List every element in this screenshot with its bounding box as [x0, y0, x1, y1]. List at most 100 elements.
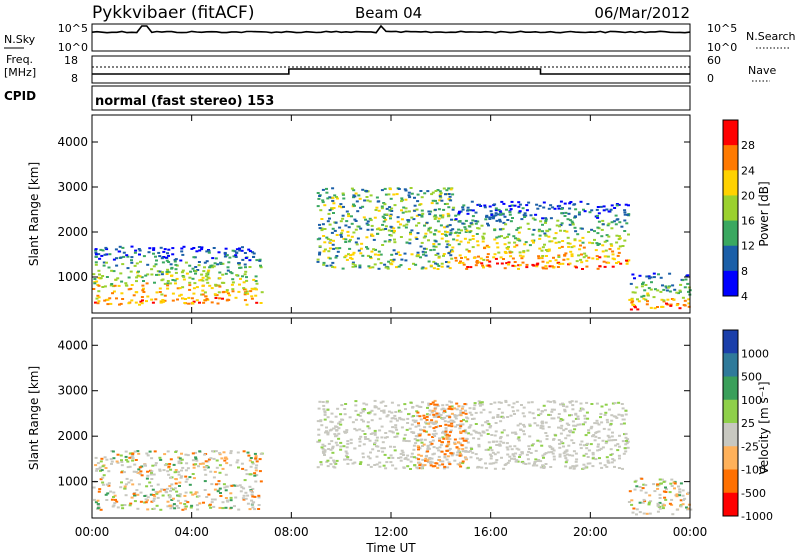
echo-cell — [482, 258, 486, 261]
echo-cell — [366, 455, 370, 458]
echo-cell — [621, 467, 624, 470]
echo-cell — [96, 302, 100, 305]
echo-cell — [625, 222, 629, 225]
echo-cell — [198, 249, 202, 252]
echo-cell — [604, 442, 608, 445]
echo-cell — [623, 230, 627, 232]
echo-cell — [427, 210, 431, 213]
date-label: 06/Mar/2012 — [594, 4, 690, 22]
echo-cell — [450, 187, 454, 190]
echo-cell — [254, 469, 258, 472]
echo-cell — [139, 491, 143, 494]
echo-cell — [426, 450, 430, 453]
echo-cell — [427, 229, 431, 232]
echo-cell — [463, 226, 467, 229]
echo-cell — [461, 423, 465, 426]
echo-cell — [567, 212, 571, 215]
echo-cell — [435, 202, 439, 205]
echo-cell — [429, 403, 433, 405]
echo-cell — [155, 492, 159, 495]
echo-cell — [352, 189, 356, 192]
echo-cell — [461, 448, 465, 451]
echo-cell — [418, 203, 422, 206]
echo-cell — [412, 218, 416, 221]
echo-cell — [468, 231, 472, 234]
echo-cell — [166, 270, 170, 273]
echo-cell — [416, 414, 420, 417]
echo-cell — [557, 426, 560, 429]
echo-cell — [641, 283, 644, 285]
echo-cell — [438, 446, 442, 449]
echo-cell — [319, 461, 323, 464]
echo-cell — [138, 253, 141, 256]
echo-cell — [393, 436, 397, 438]
echo-cell — [506, 219, 510, 221]
echo-cell — [465, 229, 469, 232]
echo-cell — [460, 444, 464, 447]
echo-cell — [443, 226, 447, 229]
echo-cell — [124, 458, 128, 461]
echo-cell — [353, 264, 357, 267]
echo-cell — [518, 251, 522, 254]
echo-cell — [389, 234, 393, 237]
echo-cell — [431, 401, 435, 404]
echo-cell — [350, 187, 354, 190]
echo-cell — [396, 220, 400, 223]
echo-cell — [331, 199, 335, 202]
freq-trace — [92, 68, 690, 75]
echo-cell — [197, 264, 201, 267]
echo-cell — [406, 417, 410, 420]
echo-cell — [521, 261, 525, 264]
echo-cell — [347, 215, 351, 218]
echo-cell — [248, 259, 252, 262]
echo-cell — [403, 433, 407, 436]
echo-cell — [435, 263, 439, 266]
echo-cell — [318, 251, 322, 254]
echo-cell — [382, 217, 386, 219]
echo-cell — [370, 409, 374, 412]
echo-cell — [441, 216, 445, 219]
echo-cell — [150, 268, 154, 271]
echo-cell — [107, 266, 111, 269]
echo-cell — [339, 203, 343, 206]
echo-cell — [687, 302, 691, 305]
echo-cell — [103, 299, 107, 302]
echo-cell — [328, 257, 332, 260]
echo-cell — [343, 413, 347, 416]
echo-cell — [687, 491, 691, 494]
echo-cell — [538, 247, 542, 250]
echo-cell — [420, 209, 424, 212]
echo-cell — [449, 229, 453, 232]
echo-cell — [462, 263, 466, 266]
echo-cell — [501, 212, 505, 215]
echo-cell — [423, 426, 427, 429]
echo-cell — [172, 463, 176, 466]
echo-cell — [423, 235, 427, 238]
echo-cell — [101, 481, 105, 484]
echo-cell — [458, 452, 462, 455]
sky-right-label: N.Search — [746, 30, 796, 43]
echo-cell — [552, 237, 556, 240]
echo-cell — [361, 205, 365, 208]
echo-cell — [389, 454, 393, 457]
echo-cell — [94, 253, 98, 256]
echo-cell — [369, 257, 373, 260]
echo-cell — [338, 226, 342, 229]
echo-cell — [250, 287, 254, 290]
echo-cell — [168, 463, 172, 465]
echo-cell — [495, 459, 499, 461]
echo-cell — [328, 223, 332, 226]
echo-cell — [208, 266, 212, 269]
echo-cell — [208, 503, 212, 506]
echo-cell — [191, 452, 195, 455]
echo-cell — [342, 237, 346, 240]
echo-cell — [559, 224, 563, 227]
echo-cell — [188, 476, 192, 479]
echo-cell — [499, 401, 503, 404]
echo-cell — [441, 460, 445, 463]
echo-cell — [550, 448, 554, 451]
echo-cell — [510, 200, 514, 203]
echo-cell — [522, 430, 525, 433]
echo-cell — [173, 507, 177, 510]
echo-cell — [588, 241, 592, 244]
